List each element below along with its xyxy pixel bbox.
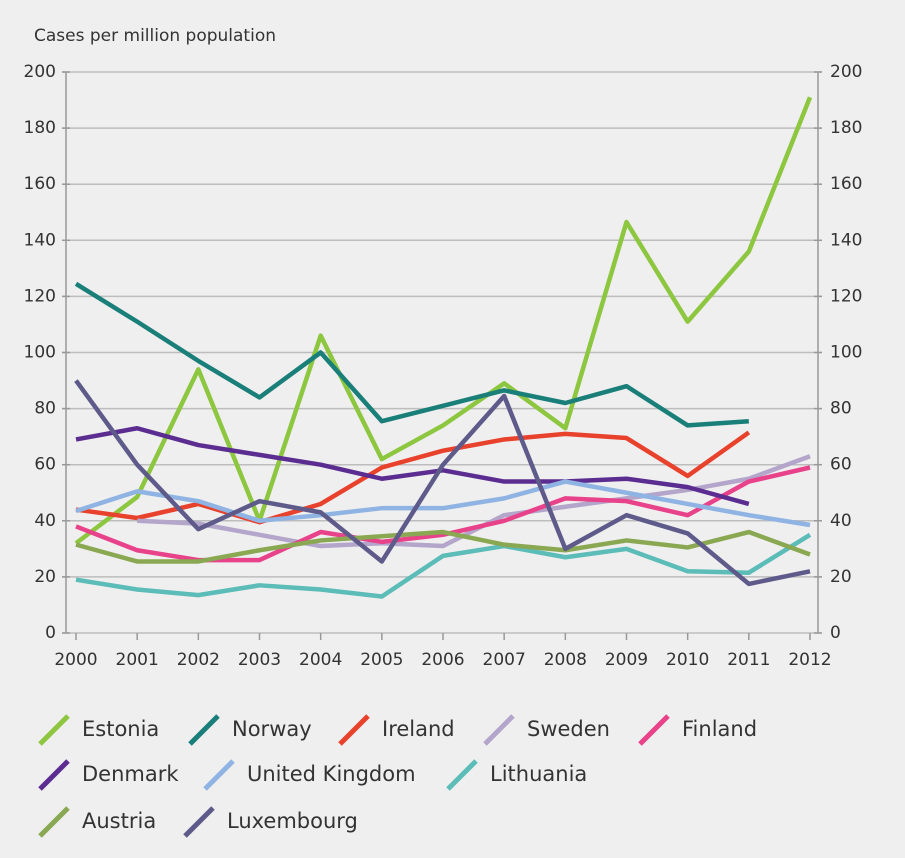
legend-swatch [483,714,515,746]
series-line [75,479,811,528]
y-tick-label: 40 [34,511,56,531]
legend-label: Denmark [82,762,179,786]
series-line [74,379,811,587]
y2-tick-label: 200 [830,62,862,82]
series-line [75,529,811,564]
y2-tick-label: 60 [830,455,852,475]
legend-swatch [446,759,478,791]
x-tick-label: 2004 [299,650,342,670]
legend-label: Estonia [82,717,159,741]
legend-label: United Kingdom [247,762,416,786]
x-tick-label: 2008 [544,650,587,670]
legend-swatch [38,714,70,746]
y-tick-label: 20 [34,567,56,587]
y-tick-label: 140 [24,230,56,250]
x-tick-label: 2006 [421,650,464,670]
series-line [75,430,751,525]
y2-tick-label: 140 [830,230,862,250]
legend-swatch [38,759,70,791]
y2-tick-label: 40 [830,511,852,531]
y2-tick-label: 100 [830,343,862,363]
legend-swatch [203,759,235,791]
y2-tick-label: 20 [830,567,852,587]
series-line [74,96,813,546]
legend-label: Luxembourg [227,809,358,833]
y-tick-label: 100 [24,343,56,363]
legend-swatch [338,714,370,746]
legend-label: Austria [82,809,156,833]
series-line [75,532,812,599]
x-tick-label: 2011 [727,650,770,670]
x-tick-label: 2001 [116,650,159,670]
y-tick-label: 0 [45,623,56,643]
y-tick-label: 80 [34,399,56,419]
legend-swatch [638,714,670,746]
x-tick-label: 2003 [238,650,281,670]
x-tick-label: 2010 [666,650,709,670]
y-tick-label: 60 [34,455,56,475]
x-tick-label: 2005 [360,650,403,670]
y2-tick-label: 0 [830,623,841,643]
x-tick-label: 2007 [483,650,526,670]
y2-tick-label: 120 [830,286,862,306]
legend-swatch [183,806,215,838]
x-tick-label: 2009 [605,650,648,670]
y-tick-label: 160 [24,174,56,194]
series-line [75,425,750,507]
y-tick-label: 180 [24,118,56,138]
y-axis-label: Cases per million population [34,26,276,46]
x-tick-label: 2012 [788,650,831,670]
legend-label: Finland [682,717,757,741]
y2-tick-label: 180 [830,118,862,138]
series-line [74,281,749,428]
legend-label: Sweden [527,717,610,741]
y-tick-label: 200 [24,62,56,82]
legend-swatch [188,714,220,746]
legend-label: Norway [232,717,312,741]
y-tick-label: 120 [24,286,56,306]
x-tick-label: 2002 [177,650,220,670]
x-tick-label: 2000 [54,650,97,670]
legend-label: Ireland [382,717,455,741]
y2-tick-label: 80 [830,399,852,419]
legend-label: Lithuania [490,762,587,786]
legend-swatch [38,806,70,838]
y2-tick-label: 160 [830,174,862,194]
